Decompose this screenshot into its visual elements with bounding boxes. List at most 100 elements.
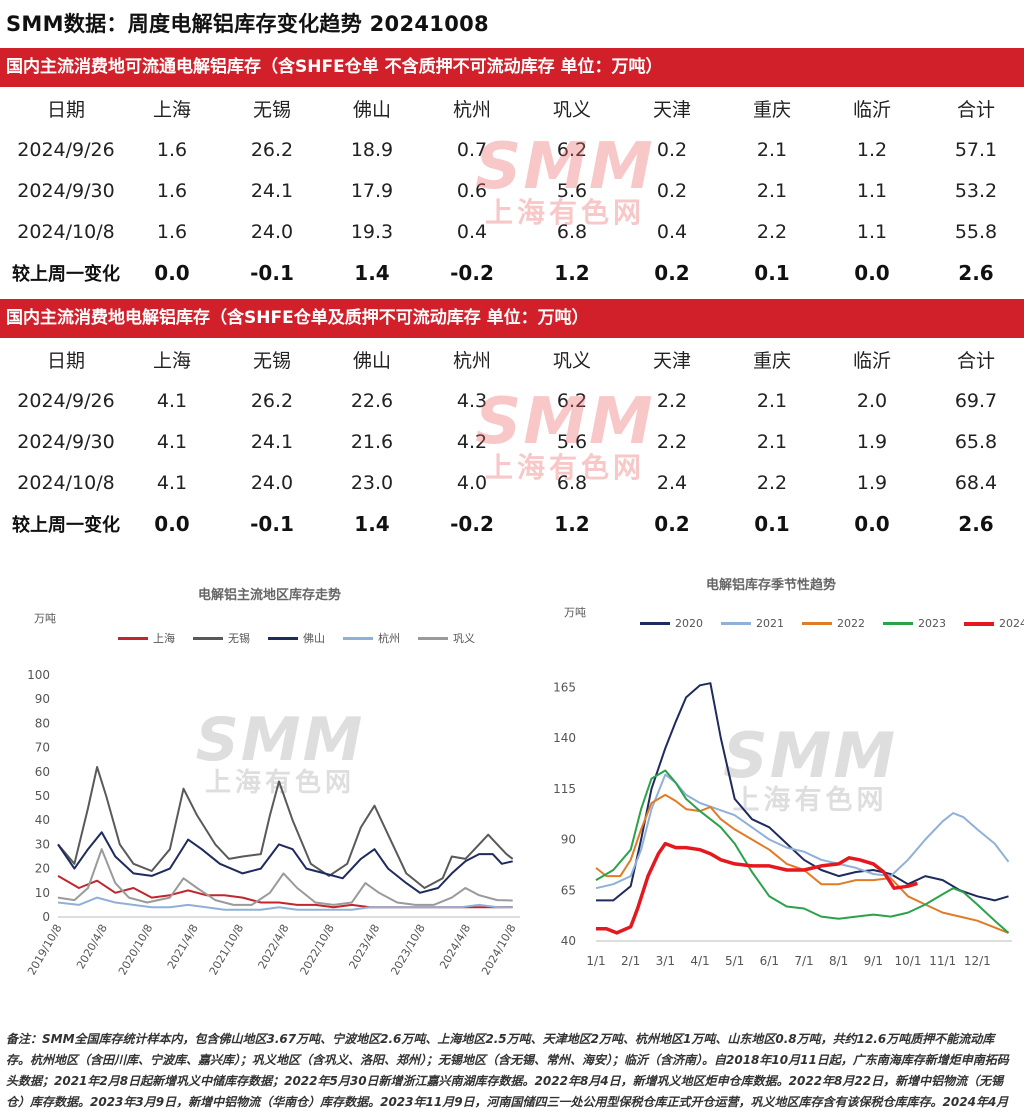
y-unit-label: 万吨	[564, 606, 586, 619]
table-cell: 5.6	[556, 430, 588, 453]
table-cell: 53.2	[954, 179, 998, 202]
legend-label: 2021	[756, 617, 784, 630]
table-cell: 0.6	[456, 179, 488, 202]
legend-swatch	[883, 622, 913, 625]
x-tick-label: 10/1	[895, 954, 922, 968]
y-tick-label: 70	[35, 741, 50, 755]
column-header: 合计	[956, 350, 995, 372]
table-cell: 2.2	[656, 430, 688, 453]
table-cell: 24.1	[250, 430, 294, 453]
chart-title: 电解铝主流地区库存走势	[198, 588, 342, 603]
page-title: SMM数据：周度电解铝库存变化趋势 20241008	[6, 12, 489, 36]
table-cell: 24.0	[250, 471, 294, 494]
legend-swatch	[640, 622, 670, 625]
legend-label: 杭州	[378, 632, 400, 645]
table-cell: 5.6	[556, 179, 588, 202]
table-row: 2024/10/8 4.1 24.0 23.0 4.0 6.8 2.4 2.2 1.9 68.4	[0, 462, 1020, 503]
legend-label: 巩义	[453, 632, 475, 645]
x-tick-label: 8/1	[829, 954, 848, 968]
x-tick-label: 11/1	[929, 954, 956, 968]
change-cell: 0.0	[154, 260, 190, 285]
table-cell: 22.6	[350, 389, 394, 412]
column-header: 重庆	[752, 350, 791, 372]
chart-regional-inventory: 电解铝主流地区库存走势 万吨 上海 无锡 佛山 杭州 巩义 SMM 上海有色网 0 10 2…	[0, 570, 530, 1025]
table2-header-bar: 国内主流消费地电解铝库存（含SHFE仓单及质押不可流动库存 单位：万吨）	[0, 299, 1024, 338]
table-cell: 4.2	[456, 430, 488, 453]
x-tick-label: 2020/4/8	[74, 922, 110, 971]
x-tick-label: 6/1	[760, 954, 779, 968]
x-tick-label: 2022/4/8	[256, 922, 292, 971]
y-tick-label: 65	[561, 883, 576, 897]
y-tick-label: 30	[35, 837, 50, 851]
series-line-2	[595, 793, 1009, 934]
y-unit-label: 万吨	[34, 612, 56, 625]
column-header: 天津	[652, 99, 691, 121]
legend-item: 上海	[118, 630, 175, 646]
x-tick-label: 2020/10/8	[116, 922, 155, 977]
x-tick-label: 2019/10/8	[25, 922, 64, 977]
column-header: 日期	[46, 99, 85, 121]
column-header: 重庆	[752, 99, 791, 121]
table-cell: 1.6	[156, 220, 188, 243]
table-cell: 2024/9/30	[17, 179, 115, 202]
chart-legend: 上海 无锡 佛山 杭州 巩义	[118, 630, 493, 646]
table-cell: 57.1	[954, 138, 998, 161]
change-cell: 1.4	[354, 511, 390, 536]
footnote: 备注：SMM全国库存统计样本内，包含佛山地区3.67万吨、宁波地区2.6万吨、上…	[6, 1032, 1009, 1109]
table-cell: 6.8	[556, 220, 588, 243]
legend-item: 杭州	[343, 630, 400, 646]
table-cell: 24.0	[250, 220, 294, 243]
table1-header-bar: 国内主流消费地可流通电解铝库存（含SHFE仓单 不含质押不可流动库存 单位：万吨…	[0, 48, 1024, 87]
column-header: 日期	[46, 350, 85, 372]
x-tick-label: 2021/10/8	[207, 922, 246, 977]
y-tick-label: 90	[35, 692, 50, 706]
table-cell: 19.3	[350, 220, 394, 243]
column-header: 无锡	[252, 99, 291, 121]
y-tick-label: 50	[35, 789, 50, 803]
change-cell: 0.1	[754, 511, 790, 536]
column-header: 上海	[152, 99, 191, 121]
table-cell: 2.2	[756, 220, 788, 243]
legend-label: 无锡	[228, 632, 250, 645]
table-cell: 1.2	[856, 138, 888, 161]
legend-item: 2022	[802, 617, 865, 630]
table-cell: 4.0	[456, 471, 488, 494]
y-tick-label: 100	[27, 668, 50, 682]
legend-swatch	[193, 636, 223, 640]
table-cell: 6.8	[556, 471, 588, 494]
table-cell: 1.9	[856, 430, 888, 453]
table-cell: 17.9	[350, 179, 394, 202]
column-header: 杭州	[452, 99, 491, 121]
table-cell: 2024/10/8	[17, 220, 115, 243]
table-cell: 2024/10/8	[17, 471, 115, 494]
chart-title: 电解铝库存季节性趋势	[706, 578, 837, 593]
change-cell: 0.1	[754, 260, 790, 285]
legend-label: 2020	[675, 617, 703, 630]
change-cell: -0.2	[450, 511, 494, 536]
legend-item: 巩义	[418, 630, 475, 646]
table-cell: 1.1	[856, 179, 888, 202]
change-cell: 0.2	[654, 511, 690, 536]
table-cell: 55.8	[954, 220, 998, 243]
change-cell: 1.2	[554, 260, 590, 285]
x-tick-label: 4/1	[690, 954, 709, 968]
change-cell: 较上周一变化	[12, 263, 120, 285]
y-tick-label: 10	[35, 886, 50, 900]
table-cell: 2.1	[756, 389, 788, 412]
y-tick-label: 40	[35, 813, 50, 827]
change-cell: 较上周一变化	[12, 514, 120, 536]
column-header: 无锡	[252, 350, 291, 372]
series-line-4	[596, 841, 918, 935]
y-tick-label: 165	[553, 680, 576, 694]
y-tick-label: 140	[553, 731, 576, 745]
table-cell: 6.2	[556, 138, 588, 161]
series-line-4	[57, 848, 513, 906]
table-cell: 0.4	[456, 220, 488, 243]
table-row: 2024/9/26 4.1 26.2 22.6 4.3 6.2 2.2 2.1 2.0 69.7	[0, 380, 1020, 421]
x-tick-label: 2024/4/8	[437, 922, 473, 971]
change-cell: -0.1	[250, 511, 294, 536]
series-line-1	[57, 766, 514, 889]
table-cell: 26.2	[250, 389, 294, 412]
table-row: 2024/9/30 1.6 24.1 17.9 0.6 5.6 0.2 2.1 1.1 53.2	[0, 170, 1020, 211]
